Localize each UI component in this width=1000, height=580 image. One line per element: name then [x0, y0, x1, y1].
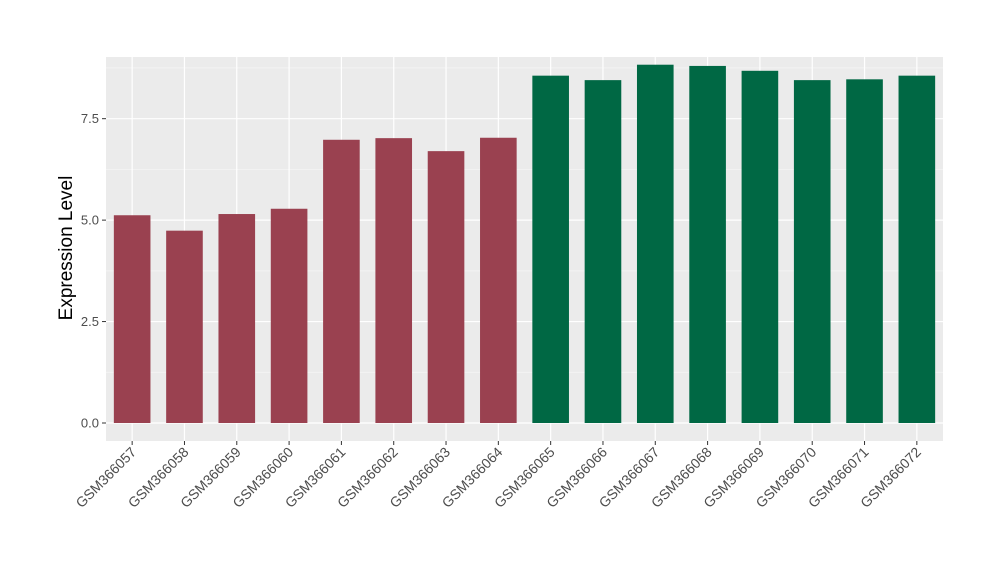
bar-gsm366069: [741, 70, 779, 423]
bar-gsm366063: [427, 151, 465, 424]
y-axis: 0.0 2.5 5.0 7.5: [81, 111, 106, 431]
bar-gsm366057: [113, 215, 151, 423]
bar-gsm366061: [323, 139, 360, 423]
y-tick-label: 0.0: [81, 416, 99, 431]
bar-gsm366064: [480, 137, 517, 423]
bar-gsm366068: [689, 65, 726, 424]
x-axis: GSM366057GSM366058GSM366059GSM366060GSM3…: [72, 441, 924, 511]
bar-gsm366072: [898, 75, 936, 423]
bar-gsm366071: [846, 79, 883, 423]
bars: [113, 64, 936, 424]
bar-gsm366065: [532, 75, 569, 423]
bar-gsm366070: [793, 80, 831, 423]
y-axis-title: Expression Level: [56, 176, 77, 321]
bar-gsm366060: [270, 208, 308, 423]
bar-gsm366059: [218, 214, 256, 423]
y-tick-label: 5.0: [81, 213, 99, 228]
y-tick-label: 2.5: [81, 314, 99, 329]
bar-gsm366062: [375, 138, 413, 423]
bar-gsm366067: [636, 64, 674, 423]
bar-gsm366058: [166, 230, 203, 423]
y-tick-label: 7.5: [81, 111, 99, 126]
bar-gsm366066: [584, 80, 622, 423]
